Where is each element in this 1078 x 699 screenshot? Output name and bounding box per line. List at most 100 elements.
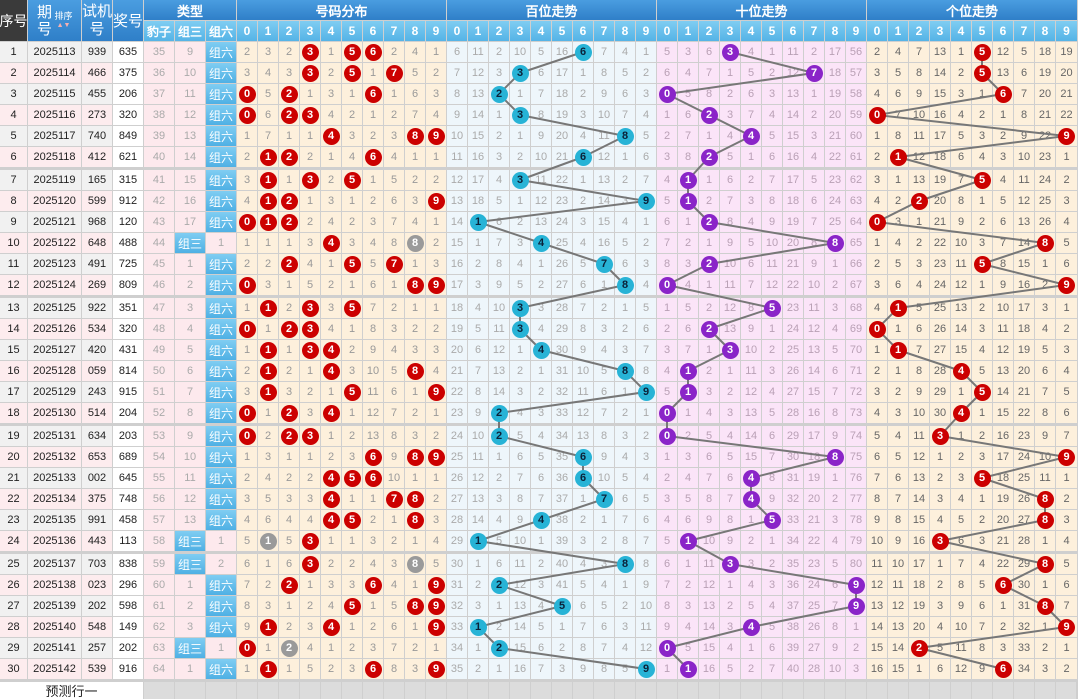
row-issue[interactable]: 2025116	[28, 105, 81, 125]
column-digit-bai-3[interactable]: 3	[510, 21, 530, 41]
column-digit-ge-5[interactable]: 5	[972, 21, 992, 41]
column-digit-dist-2[interactable]: 2	[279, 21, 299, 41]
row-issue[interactable]: 2025132	[28, 447, 81, 467]
column-digit-shi-7[interactable]: 7	[804, 21, 824, 41]
column-digit-bai-4[interactable]: 4	[531, 21, 551, 41]
omission-cell-bai: 2	[468, 575, 488, 595]
column-digit-ge-3[interactable]: 3	[930, 21, 950, 41]
number-ball: 9	[1058, 127, 1075, 145]
row-issue[interactable]: 2025126	[28, 319, 81, 339]
number-ball: 4	[322, 234, 340, 252]
row-issue[interactable]: 2025141	[28, 638, 81, 658]
header-trial[interactable]: 试机号	[82, 0, 112, 41]
column-digit-bai-1[interactable]: 1	[468, 21, 488, 41]
column-digit-bai-7[interactable]: 7	[594, 21, 614, 41]
row-issue[interactable]: 2025115	[28, 84, 81, 104]
number-ball: 6	[574, 148, 592, 166]
number-ball: 9	[637, 660, 655, 678]
column-digit-shi-0[interactable]: 0	[657, 21, 677, 41]
row-issue[interactable]: 2025117	[28, 126, 81, 146]
column-digit-ge-7[interactable]: 7	[1014, 21, 1034, 41]
row-issue[interactable]: 2025125	[28, 298, 81, 318]
omission-cell-bai: 8	[594, 426, 614, 446]
column-digit-ge-1[interactable]: 1	[888, 21, 908, 41]
row-issue[interactable]: 2025140	[28, 617, 81, 637]
column-digit-ge-2[interactable]: 2	[909, 21, 929, 41]
header-type-1[interactable]: 组三	[175, 21, 205, 41]
column-digit-shi-6[interactable]: 6	[783, 21, 803, 41]
omission-cell-shi: 12	[783, 63, 803, 83]
column-digit-shi-9[interactable]: 9	[846, 21, 866, 41]
column-digit-dist-1[interactable]: 1	[258, 21, 278, 41]
type-omission: 8	[175, 403, 205, 423]
row-issue[interactable]: 2025127	[28, 340, 81, 360]
column-digit-shi-5[interactable]: 5	[762, 21, 782, 41]
omission-cell-ge: 6	[1014, 63, 1034, 83]
row-issue[interactable]: 2025137	[28, 554, 81, 574]
column-digit-shi-8[interactable]: 8	[825, 21, 845, 41]
column-digit-bai-2[interactable]: 2	[489, 21, 509, 41]
column-digit-dist-3[interactable]: 3	[300, 21, 320, 41]
omission-cell-ge: 3	[993, 638, 1013, 658]
omission-cell-dist: 1	[405, 147, 425, 167]
omission-cell-ge: 1	[972, 403, 992, 423]
column-digit-shi-1[interactable]: 1	[678, 21, 698, 41]
column-digit-dist-5[interactable]: 5	[342, 21, 362, 41]
omission-cell-shi: 8	[657, 254, 677, 274]
column-digit-bai-6[interactable]: 6	[573, 21, 593, 41]
column-digit-shi-2[interactable]: 2	[699, 21, 719, 41]
row-issue[interactable]: 2025119	[28, 170, 81, 190]
ball-holder: 5	[342, 468, 362, 488]
row-issue[interactable]: 2025134	[28, 489, 81, 509]
row-issue[interactable]: 2025136	[28, 531, 81, 551]
column-digit-dist-4[interactable]: 4	[321, 21, 341, 41]
header-type-2[interactable]: 组六	[206, 21, 236, 41]
column-digit-bai-8[interactable]: 8	[615, 21, 635, 41]
column-digit-bai-9[interactable]: 9	[636, 21, 656, 41]
column-digit-dist-0[interactable]: 0	[237, 21, 257, 41]
row-issue[interactable]: 2025133	[28, 468, 81, 488]
omission-cell-bai: 8	[573, 319, 593, 339]
column-digit-shi-4[interactable]: 4	[741, 21, 761, 41]
omission-cell-ge: 7	[1014, 84, 1034, 104]
omission-cell-shi: 13	[699, 596, 719, 616]
row-issue[interactable]: 2025120	[28, 191, 81, 211]
row-issue[interactable]: 2025123	[28, 254, 81, 274]
header-seq[interactable]: 序号	[0, 0, 27, 41]
header-issue[interactable]: 期号 排序 ▲▼	[28, 0, 81, 41]
header-type-0[interactable]: 豹子	[144, 21, 174, 41]
omission-cell-ge: 5	[867, 426, 887, 446]
row-issue[interactable]: 2025122	[28, 233, 81, 253]
column-digit-ge-0[interactable]: 0	[867, 21, 887, 41]
column-digit-dist-8[interactable]: 8	[405, 21, 425, 41]
row-trial-number: 466	[82, 63, 112, 83]
column-digit-dist-7[interactable]: 7	[384, 21, 404, 41]
sort-toggle[interactable]: 排序 ▲▼	[54, 11, 72, 31]
row-issue[interactable]: 2025113	[28, 42, 81, 62]
row-issue[interactable]: 2025124	[28, 275, 81, 295]
row-issue[interactable]: 2025135	[28, 510, 81, 530]
row-issue[interactable]: 2025138	[28, 575, 81, 595]
row-issue[interactable]: 2025118	[28, 147, 81, 167]
column-digit-ge-9[interactable]: 9	[1056, 21, 1077, 41]
column-digit-shi-3[interactable]: 3	[720, 21, 740, 41]
row-issue[interactable]: 2025128	[28, 361, 81, 381]
row-issue[interactable]: 2025131	[28, 426, 81, 446]
omission-cell-bai: 4	[636, 275, 656, 295]
row-issue[interactable]: 2025114	[28, 63, 81, 83]
number-ball: 2	[280, 320, 298, 338]
row-issue[interactable]: 2025129	[28, 382, 81, 402]
column-digit-dist-6[interactable]: 6	[363, 21, 383, 41]
header-draw[interactable]: 奖号	[113, 0, 143, 41]
column-digit-ge-8[interactable]: 8	[1035, 21, 1055, 41]
row-issue[interactable]: 2025130	[28, 403, 81, 423]
column-digit-dist-9[interactable]: 9	[426, 21, 446, 41]
column-digit-ge-4[interactable]: 4	[951, 21, 971, 41]
column-digit-ge-6[interactable]: 6	[993, 21, 1013, 41]
column-digit-bai-5[interactable]: 5	[552, 21, 572, 41]
row-issue[interactable]: 2025121	[28, 212, 81, 232]
row-issue[interactable]: 2025142	[28, 659, 81, 679]
row-issue[interactable]: 2025139	[28, 596, 81, 616]
number-ball: 1	[259, 362, 277, 380]
column-digit-bai-0[interactable]: 0	[447, 21, 467, 41]
